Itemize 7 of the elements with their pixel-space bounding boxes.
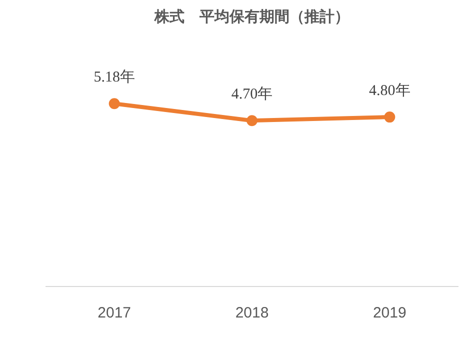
data-label: 4.80年 [369,82,410,100]
x-tick-label: 2019 [372,304,406,322]
data-label: 4.70年 [231,86,273,103]
data-label: 5.18年 [94,68,135,86]
x-tick-label: 2017 [98,304,132,322]
chart-title: 株式 平均保有期間（推計） [154,8,350,26]
x-tick-label: 2018 [235,304,269,322]
